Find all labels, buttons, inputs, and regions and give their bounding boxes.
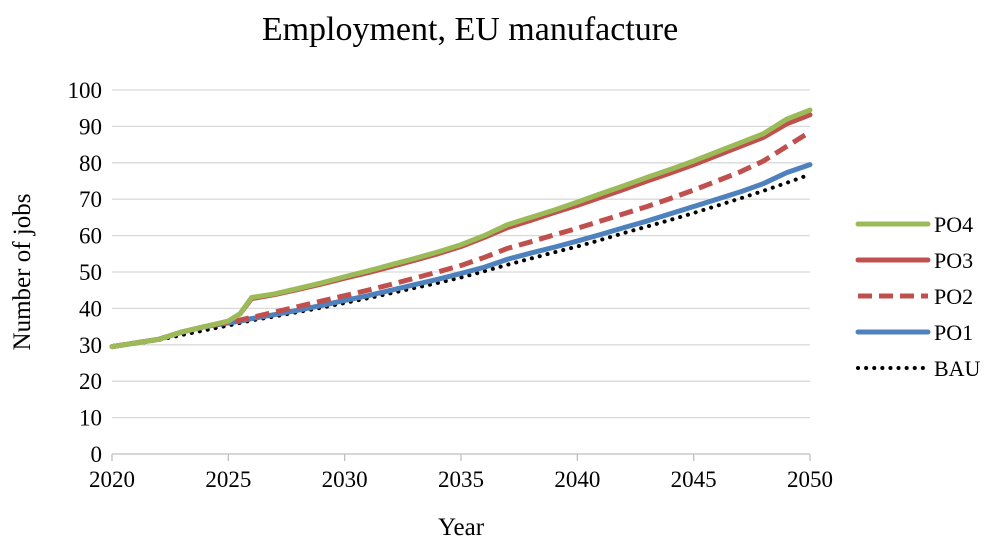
y-tick-label: 100 — [68, 78, 103, 103]
legend-label-po3: PO3 — [934, 248, 973, 273]
y-axis-title: Number of jobs — [9, 194, 36, 351]
y-tick-label: 50 — [79, 260, 102, 285]
y-tick-label: 10 — [79, 406, 102, 431]
x-axis-title: Year — [438, 514, 485, 541]
series-line-po2 — [111, 129, 812, 350]
y-tick-label: 20 — [79, 369, 102, 394]
legend-label-po4: PO4 — [934, 212, 973, 237]
y-tick-label: 0 — [91, 442, 103, 467]
chart-title: Employment, EU manufacture — [262, 11, 678, 48]
x-tick-label: 2030 — [322, 467, 368, 492]
x-tick-label: 2045 — [671, 467, 717, 492]
legend: PO4 PO3 PO2 PO1 BAU — [855, 212, 981, 381]
legend-label-po1: PO1 — [934, 320, 973, 345]
x-tick-label: 2050 — [787, 467, 833, 492]
legend-label-bau: BAU — [934, 356, 981, 381]
legend-label-po2: PO2 — [934, 284, 973, 309]
x-tick-label: 2025 — [205, 467, 251, 492]
series-lines — [109, 107, 813, 350]
gridlines — [112, 89, 810, 419]
x-tick-label: 2040 — [554, 467, 600, 492]
y-tick-label: 30 — [79, 333, 102, 358]
y-tick-label: 70 — [79, 187, 102, 212]
y-tick-label: 80 — [79, 151, 102, 176]
y-tick-label: 60 — [79, 224, 102, 249]
series-line-po3 — [109, 112, 813, 350]
x-tick-label: 2035 — [438, 467, 484, 492]
y-tick-label: 90 — [79, 114, 102, 139]
series-line-po1 — [109, 162, 813, 350]
series-line-po4 — [109, 107, 813, 350]
y-tick-label: 40 — [79, 296, 102, 321]
x-tick-label: 2020 — [89, 467, 135, 492]
